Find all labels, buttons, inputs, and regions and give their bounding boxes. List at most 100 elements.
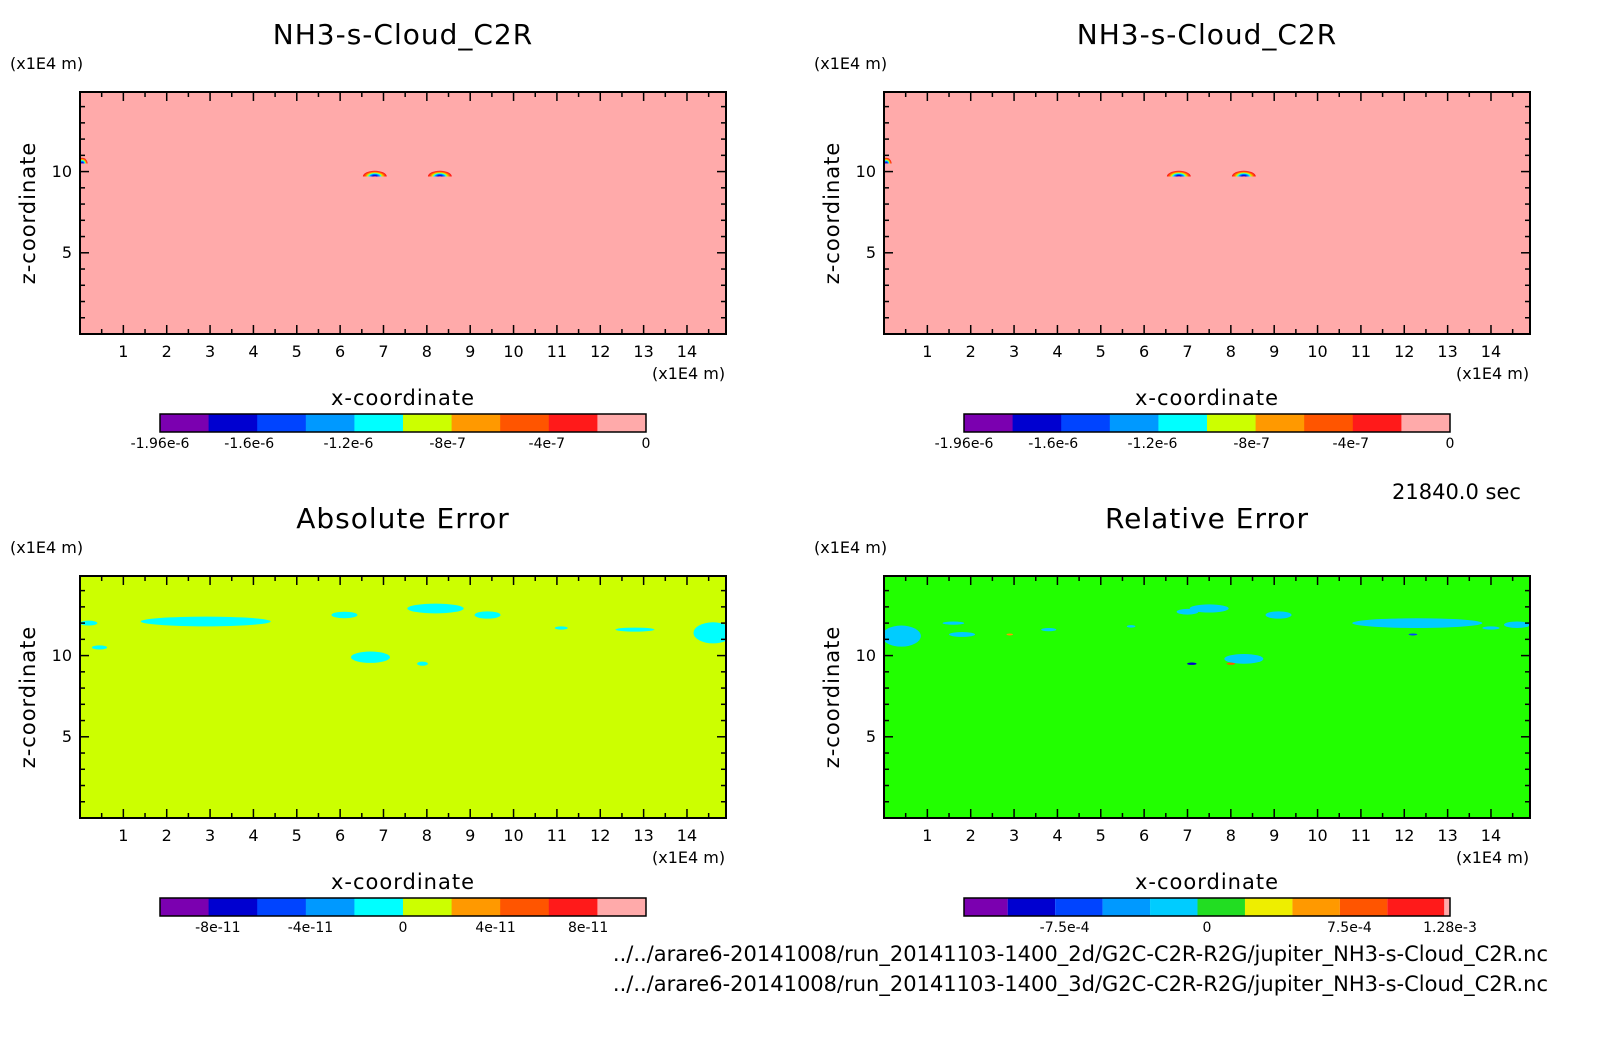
x-tick-label: 5 bbox=[1095, 342, 1106, 361]
contour-blob bbox=[1187, 662, 1197, 665]
x-tick-label: 14 bbox=[1480, 826, 1502, 845]
contour-blob bbox=[1265, 611, 1292, 619]
x-tick-label: 12 bbox=[1394, 826, 1415, 845]
plot-frame bbox=[79, 91, 727, 335]
colorbar-swatch bbox=[1387, 898, 1445, 916]
dome-band bbox=[885, 162, 887, 164]
y-axis-label: z-coordinate bbox=[16, 625, 40, 769]
colorbar-swatch bbox=[1352, 414, 1402, 432]
x-tick-label: 8 bbox=[421, 826, 432, 845]
colorbar-tick-label: 4e-11 bbox=[475, 920, 516, 936]
x-tick-label: 3 bbox=[1008, 342, 1020, 361]
colorbar bbox=[963, 413, 1451, 433]
colorbar-frame bbox=[963, 897, 1451, 917]
colorbar-swatch bbox=[1444, 898, 1450, 916]
contour-blob bbox=[1408, 633, 1418, 636]
chart-title: Absolute Error bbox=[296, 502, 510, 535]
colorbar-swatch bbox=[1158, 414, 1208, 432]
contour-blob bbox=[1226, 662, 1236, 665]
colorbar-swatch bbox=[1150, 898, 1198, 916]
features bbox=[884, 157, 1256, 177]
x-unit-label: (x1E4 m) bbox=[652, 364, 726, 383]
x-tick-label: 4 bbox=[1052, 342, 1063, 361]
colorbar-swatch bbox=[1055, 898, 1103, 916]
colorbar-tick-label: 0 bbox=[1202, 920, 1212, 936]
colorbar-swatch bbox=[1339, 898, 1388, 916]
colorbar bbox=[159, 413, 647, 433]
colorbar-swatch bbox=[500, 898, 550, 916]
y-axis-label: z-coordinate bbox=[820, 625, 844, 769]
colorbar-swatch bbox=[160, 414, 210, 432]
colorbar-swatch bbox=[964, 414, 1014, 432]
x-tick-label: 8 bbox=[421, 342, 432, 361]
contour-blob bbox=[417, 661, 428, 666]
features bbox=[80, 603, 726, 666]
colorbar-tick-label: 0 bbox=[1445, 436, 1455, 452]
contour-blob bbox=[1482, 626, 1500, 630]
plot-background bbox=[80, 92, 726, 334]
x-tick-label: 6 bbox=[335, 826, 346, 845]
x-tick-label: 8 bbox=[1225, 826, 1236, 845]
contour-blob bbox=[140, 616, 271, 627]
x-tick-label: 4 bbox=[248, 826, 259, 845]
panel-3 bbox=[883, 575, 1531, 917]
x-tick-label: 14 bbox=[676, 826, 698, 845]
colorbar-swatch bbox=[451, 414, 501, 432]
y-tick-label: 5 bbox=[865, 726, 876, 746]
panel-2 bbox=[79, 575, 727, 917]
x-tick-label: 12 bbox=[1394, 342, 1415, 361]
colorbar-tick-label: 8e-11 bbox=[567, 920, 609, 936]
contour-blob bbox=[474, 611, 501, 619]
x-tick-label: 10 bbox=[1307, 342, 1328, 361]
colorbar-tick-label: -4e-7 bbox=[528, 436, 566, 452]
chart-title: NH3-s-Cloud_C2R bbox=[1076, 18, 1338, 51]
time-label: 21840.0 sec bbox=[1392, 480, 1521, 504]
x-tick-label: 11 bbox=[546, 342, 568, 361]
plot-background bbox=[884, 576, 1530, 818]
y-axis-label: z-coordinate bbox=[820, 141, 844, 285]
y-tick-label: 10 bbox=[51, 161, 72, 181]
y-tick-label: 10 bbox=[51, 645, 72, 665]
chart-title: Relative Error bbox=[1104, 502, 1310, 535]
colorbar-swatch bbox=[500, 414, 550, 432]
plot-frame bbox=[79, 575, 727, 819]
plot-background bbox=[884, 92, 1530, 334]
colorbar-swatch bbox=[1292, 898, 1340, 916]
x-tick-label: 2 bbox=[161, 342, 172, 361]
x-tick-label: 5 bbox=[291, 826, 302, 845]
colorbar-swatch bbox=[451, 898, 501, 916]
x-tick-label: 12 bbox=[590, 342, 611, 361]
y-tick-label: 5 bbox=[61, 242, 72, 262]
x-tick-label: 7 bbox=[378, 826, 389, 845]
colorbar-swatch bbox=[354, 898, 404, 916]
x-unit-label: (x1E4 m) bbox=[1456, 364, 1530, 383]
colorbar-tick-label: 7.5e-4 bbox=[1326, 920, 1372, 936]
colorbar-swatch bbox=[208, 414, 258, 432]
x-tick-label: 7 bbox=[378, 342, 389, 361]
y-tick-label: 5 bbox=[865, 242, 876, 262]
features bbox=[884, 604, 1530, 665]
x-tick-label: 2 bbox=[161, 826, 172, 845]
contour-blob bbox=[80, 620, 98, 626]
plot-frame bbox=[883, 91, 1531, 335]
x-tick-label: 1 bbox=[118, 826, 129, 845]
x-tick-label: 1 bbox=[922, 826, 933, 845]
contour-blob bbox=[942, 621, 965, 625]
chart-title: NH3-s-Cloud_C2R bbox=[272, 18, 534, 51]
colorbar-tick-label: -1.96e-6 bbox=[130, 436, 190, 452]
x-tick-label: 1 bbox=[118, 342, 129, 361]
colorbar-swatch bbox=[1061, 414, 1111, 432]
x-tick-label: 8 bbox=[1225, 342, 1236, 361]
colorbar-frame bbox=[159, 413, 647, 433]
x-tick-label: 9 bbox=[1269, 826, 1280, 845]
colorbar-tick-label: -7.5e-4 bbox=[1039, 920, 1090, 936]
colorbar-swatch bbox=[1007, 898, 1056, 916]
x-tick-label: 5 bbox=[1095, 826, 1106, 845]
contour-blob bbox=[350, 651, 390, 663]
x-tick-label: 4 bbox=[1052, 826, 1063, 845]
x-tick-label: 10 bbox=[503, 826, 524, 845]
dome-band bbox=[438, 175, 442, 177]
x-tick-label: 6 bbox=[1139, 826, 1150, 845]
x-tick-label: 13 bbox=[1437, 342, 1458, 361]
